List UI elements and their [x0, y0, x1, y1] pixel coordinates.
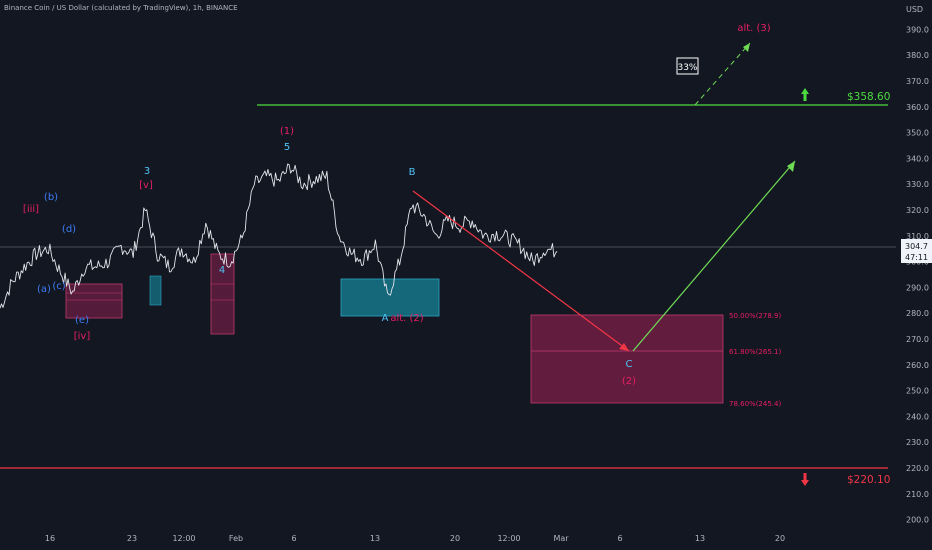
price-series-line — [0, 163, 558, 309]
time-axis: 16 23 12:00 Feb 6 13 20 12:00 Mar 6 13 20 — [45, 534, 785, 543]
price-axis-tick: 280.0 — [906, 309, 929, 318]
price-axis-tick: 310.0 — [906, 232, 929, 241]
price-axis-tick: 360.0 — [906, 103, 929, 112]
price-tag-value: 304.7 — [905, 242, 928, 251]
wave-3-zone — [149, 275, 162, 306]
wave-label: [iv] — [74, 331, 91, 342]
wave-label: B — [409, 167, 416, 178]
chart-title: Binance Coin / US Dollar (calculated by … — [4, 4, 238, 12]
price-axis-tick: 230.0 — [906, 438, 929, 447]
fib-level-label: 50.00%(278.9) — [729, 312, 781, 320]
time-axis-tick: 6 — [617, 534, 622, 543]
fib-labels: 50.00%(278.9) 61.80%(265.1) 78.60%(245.4) — [729, 312, 781, 408]
fib-level-label: 61.80%(265.1) — [729, 348, 781, 356]
wave-label: alt. (3) — [737, 23, 770, 34]
time-axis-tick: 12:00 — [172, 534, 195, 543]
time-axis-tick: 23 — [127, 534, 137, 543]
wave-label: (d) — [62, 224, 76, 235]
alt-3-projection — [694, 42, 751, 106]
probability-badge-box — [676, 57, 699, 75]
price-axis-tick: 380.0 — [906, 51, 929, 60]
price-axis-tick: 270.0 — [906, 335, 929, 344]
price-tag-countdown: 47:11 — [905, 253, 928, 262]
time-axis-tick: 13 — [370, 534, 380, 543]
projection-down-arrow — [412, 190, 630, 352]
price-axis-tick: 320.0 — [906, 206, 929, 215]
wave-label: (1) — [280, 126, 294, 137]
wave-label: A — [382, 313, 389, 324]
price-axis-tick: 330.0 — [906, 180, 929, 189]
time-axis-tick: 20 — [775, 534, 785, 543]
wave-label: C — [626, 359, 633, 370]
price-axis-tick: 260.0 — [906, 361, 929, 370]
wave-label: (e) — [75, 315, 89, 326]
time-axis-tick: 20 — [450, 534, 460, 543]
time-axis-tick: 16 — [45, 534, 55, 543]
currency-label: USD — [906, 5, 923, 14]
resistance-arrow-icon — [801, 88, 809, 101]
wave-label: alt. (2) — [390, 313, 423, 324]
price-axis-tick: 350.0 — [906, 129, 929, 138]
price-axis: 200.0 210.0 220.0 230.0 240.0 250.0 260.0 270.0… — [906, 25, 929, 524]
price-tag-box — [901, 239, 932, 263]
time-axis-tick: Feb — [229, 534, 243, 543]
wave-label: 3 — [144, 166, 150, 177]
price-axis-tick: 240.0 — [906, 412, 929, 421]
wave-label: (2) — [622, 376, 636, 387]
time-axis-tick: Mar — [553, 534, 569, 543]
price-axis-tick: 370.0 — [906, 77, 929, 86]
projection-down-arrowhead — [619, 343, 629, 351]
probability-badge: 33% — [677, 63, 697, 73]
price-axis-tick: 220.0 — [906, 464, 929, 473]
alt-3-arrowhead — [743, 43, 750, 52]
time-axis-tick: 6 — [291, 534, 296, 543]
fib-target-zone — [530, 314, 724, 404]
price-axis-tick: 340.0 — [906, 154, 929, 163]
price-axis-tick: 200.0 — [906, 516, 929, 525]
wave-label: [v] — [139, 180, 153, 191]
wave-label: 5 — [284, 142, 290, 153]
support-label: $220.10 — [847, 474, 890, 486]
price-axis-tick: 210.0 — [906, 490, 929, 499]
support-arrow-icon — [801, 473, 809, 486]
price-axis-tick: 390.0 — [906, 25, 929, 34]
price-axis-tick: 250.0 — [906, 387, 929, 396]
wave-label: (c) — [52, 281, 65, 292]
projection-up-arrow — [632, 160, 796, 352]
alt-2-zone — [340, 278, 440, 317]
wave-4-zone — [210, 253, 235, 335]
fib-level-label: 78.60%(245.4) — [729, 400, 781, 408]
time-axis-tick: 13 — [695, 534, 705, 543]
price-axis-tick: 290.0 — [906, 283, 929, 292]
resistance-label: $358.60 — [847, 91, 890, 103]
time-axis-tick: 12:00 — [497, 534, 520, 543]
projection-up-arrowhead — [787, 161, 795, 172]
wave-iv-zone — [65, 283, 123, 319]
wave-labels: [iii] (b) (d) (a) (c) (e) [iv] 3 [v] 4 (1) 5 B A alt. … — [23, 23, 771, 387]
wave-label: 4 — [219, 265, 225, 276]
wave-label: (b) — [44, 192, 58, 203]
wave-label: [iii] — [23, 204, 39, 215]
wave-label: (a) — [37, 284, 51, 295]
